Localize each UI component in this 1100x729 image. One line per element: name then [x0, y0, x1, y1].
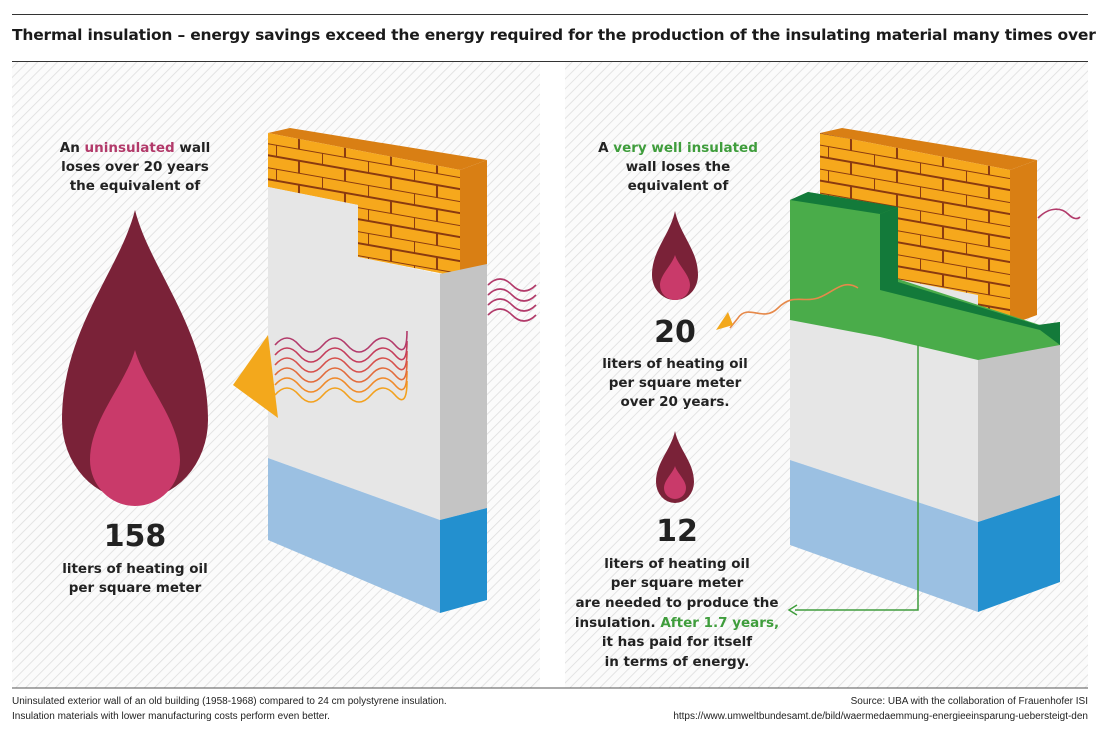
uninsulated-wall-illustration — [268, 128, 487, 613]
footer-notes: Uninsulated exterior wall of an old buil… — [12, 694, 447, 724]
right-value-loss: 20 — [654, 315, 696, 350]
left-unit-line1: liters of heating oil — [62, 561, 208, 577]
right-value-production: 12 — [656, 514, 698, 549]
right-prod-line5: it has paid for itself — [602, 634, 752, 650]
source-credit: Source: UBA with the collaboration of Fr… — [850, 696, 1088, 707]
right-prod-line2: per square meter — [611, 575, 744, 591]
left-unit-line2: per square meter — [69, 580, 202, 596]
right-prod-line6: in terms of energy. — [605, 654, 750, 670]
arrowhead-icon — [233, 335, 278, 418]
right-heading-line2: wall loses the — [626, 159, 731, 175]
title-rule — [12, 61, 1088, 62]
page-title: Thermal insulation – energy savings exce… — [12, 26, 1096, 44]
right-loss-line3: over 20 years. — [621, 394, 730, 410]
right-prod-line1: liters of heating oil — [604, 556, 750, 572]
source-url[interactable]: https://www.umweltbundesamt.de/bild/waer… — [673, 711, 1088, 722]
heat-loss-waves — [274, 278, 537, 403]
left-value: 158 — [104, 519, 167, 554]
right-loss-line1: liters of heating oil — [602, 356, 748, 372]
left-heading-line1: An uninsulated wall — [60, 140, 210, 156]
right-prod-line4: insulation. After 1.7 years, — [575, 615, 779, 631]
right-heading-line1: A very well insulated — [598, 140, 758, 156]
oil-drop-medium-icon — [652, 211, 698, 300]
oil-drop-large-icon — [62, 210, 208, 506]
left-heading-line2: loses over 20 years — [61, 159, 209, 175]
top-rule — [12, 14, 1088, 15]
left-heading-line3: the equivalent of — [70, 178, 201, 194]
pointer-arrow — [787, 345, 919, 616]
right-prod-line3: are needed to produce the — [575, 595, 778, 611]
right-heading-line3: equivalent of — [628, 178, 729, 194]
arrowhead-small-icon — [716, 312, 733, 330]
footer-note-1: Uninsulated exterior wall of an old buil… — [12, 696, 447, 707]
footer-note-2: Insulation materials with lower manufact… — [12, 711, 330, 722]
heat-loss-waves-insulated — [729, 208, 1081, 329]
oil-drop-small-icon — [656, 431, 694, 503]
insulated-wall-illustration — [790, 128, 1060, 612]
footer-source: Source: UBA with the collaboration of Fr… — [673, 694, 1088, 724]
right-loss-line2: per square meter — [609, 375, 742, 391]
